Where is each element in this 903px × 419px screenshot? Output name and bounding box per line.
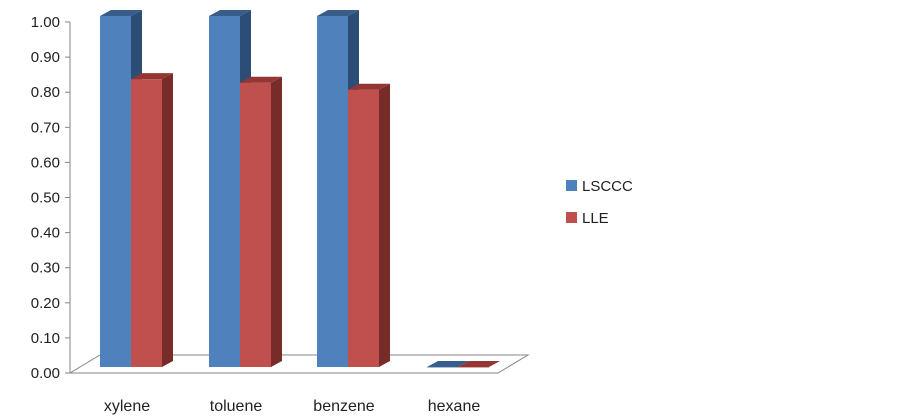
bar-front — [100, 16, 131, 367]
bar-lsccc-hexane — [427, 361, 469, 368]
bar-lle-xylene — [131, 73, 173, 368]
y-tick-label: 0.80 — [31, 84, 60, 101]
bar-lsccc-xylene — [100, 10, 142, 367]
bar-lle-benzene — [348, 83, 390, 368]
bar-front — [131, 79, 162, 368]
bar-top — [348, 83, 390, 90]
bar-top — [131, 73, 173, 80]
y-tick-label: 0.90 — [31, 49, 60, 66]
bar-top — [240, 76, 282, 83]
bar-top — [100, 10, 142, 16]
legend-item-lle: LLE — [566, 210, 609, 227]
legend-item-lsccc: LSCCC — [566, 178, 633, 195]
y-tick-label: 0.00 — [31, 365, 60, 382]
y-tick-label: 0.10 — [31, 330, 60, 347]
bar-top — [427, 361, 469, 367]
y-tick-label: 0.20 — [31, 295, 60, 312]
bar-front — [427, 367, 458, 368]
legend-swatch — [566, 212, 577, 223]
bar-front — [317, 16, 348, 367]
x-category-labels: xylene toluene benzene hexane — [104, 398, 480, 415]
bar-top — [458, 361, 500, 367]
y-tick-label: 0.60 — [31, 154, 60, 171]
bar-top — [209, 10, 251, 16]
x-category-label: xylene — [104, 398, 150, 415]
y-tick-label: 0.30 — [31, 260, 60, 277]
chart-floor — [68, 354, 530, 374]
bar-side — [271, 76, 282, 367]
bars — [100, 10, 500, 368]
y-tick-label: 0.70 — [31, 119, 60, 136]
bar-side — [379, 83, 390, 368]
x-category-label: toluene — [210, 398, 263, 415]
bar-lle-toluene — [240, 76, 282, 367]
bar-front — [240, 82, 271, 367]
y-tick-label: 0.50 — [31, 190, 60, 207]
bar-front — [348, 89, 379, 368]
bar-front — [209, 16, 240, 367]
y-tick-label: 1.00 — [31, 14, 60, 31]
y-tick-labels: 0.00 0.10 0.20 0.30 0.40 0.50 0.60 0.70 0.80 0.90… — [31, 14, 70, 382]
x-category-label: benzene — [313, 398, 374, 415]
legend-label: LLE — [582, 210, 609, 227]
y-tick-label: 0.40 — [31, 225, 60, 242]
bar-front — [458, 367, 489, 368]
legend-swatch — [566, 180, 577, 191]
bar-top — [317, 10, 359, 16]
legend-label: LSCCC — [582, 178, 633, 195]
bar-side — [162, 73, 173, 368]
x-category-label: hexane — [428, 398, 481, 415]
bar-lle-hexane — [458, 361, 500, 368]
floor-plane — [68, 354, 530, 374]
legend: LSCCC LLE — [566, 178, 633, 227]
